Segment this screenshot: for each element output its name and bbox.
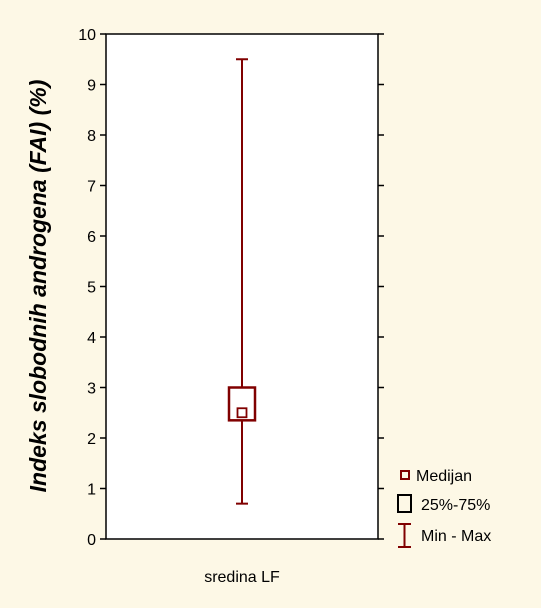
y-axis: 0 1 2 3 4 5 6 7 8 9 10 xyxy=(78,27,384,549)
y-tick-label: 9 xyxy=(87,78,96,95)
legend: Medijan 25%-75% Min - Max xyxy=(397,468,491,548)
x-axis: sredina LF xyxy=(204,569,280,586)
y-tick-label: 8 xyxy=(87,128,96,145)
y-tick-label: 5 xyxy=(87,280,96,297)
legend-box-label: 25%-75% xyxy=(421,497,490,514)
y-tick-label: 3 xyxy=(87,381,96,398)
legend-box-marker xyxy=(397,494,412,513)
legend-whisker-marker xyxy=(398,523,411,548)
y-tick-label: 7 xyxy=(87,179,96,196)
legend-median-label: Medijan xyxy=(416,468,472,485)
y-tick-label: 10 xyxy=(78,27,96,44)
y-tick-label: 4 xyxy=(87,330,96,347)
y-axis-label: Indeks slobodnih androgena (FAI) (%) xyxy=(25,80,51,493)
legend-whisker-label: Min - Max xyxy=(421,528,491,545)
legend-median-marker xyxy=(400,470,410,480)
y-tick-label: 1 xyxy=(87,482,96,499)
x-tick-label: sredina LF xyxy=(204,569,280,586)
box-series xyxy=(227,58,257,505)
y-tick-label: 0 xyxy=(87,532,96,549)
median-marker xyxy=(236,407,248,419)
y-tick-label: 2 xyxy=(87,431,96,448)
y-tick-label: 6 xyxy=(87,229,96,246)
